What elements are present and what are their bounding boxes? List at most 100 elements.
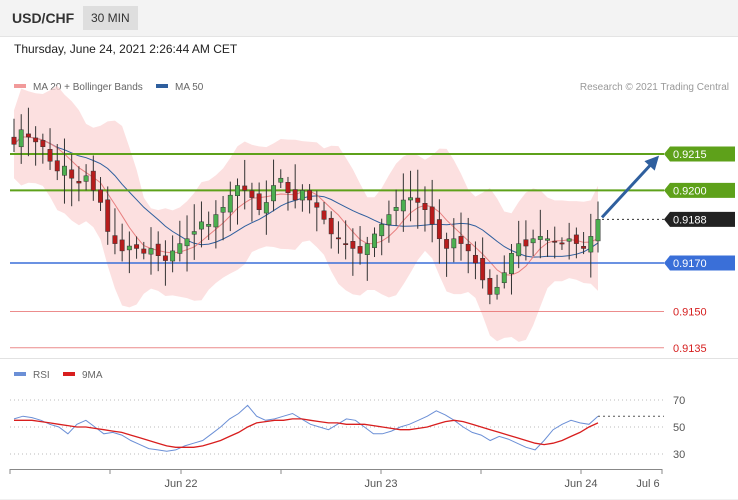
candle <box>292 164 298 209</box>
level-label-0.9215: 0.9215 <box>673 149 707 161</box>
candle <box>33 126 39 166</box>
candle <box>105 186 111 245</box>
rsi-legend-swatch <box>14 372 26 376</box>
candle <box>126 231 132 274</box>
candle <box>415 169 421 229</box>
candle <box>112 208 118 255</box>
candle <box>328 211 334 249</box>
rsi-legend-label: RSI <box>33 370 50 381</box>
candle <box>220 195 226 241</box>
candle <box>191 204 197 260</box>
forecast-arrow-shaft <box>600 158 657 219</box>
chart-datetime: Thursday, June 24, 2021 2:26:44 AM CET <box>14 42 238 56</box>
candle <box>249 182 255 222</box>
candle <box>487 269 493 305</box>
candle <box>314 190 320 232</box>
time-axis-labels: Jun 22 Jun 23 Jun 24 Jul 6 <box>9 469 663 490</box>
bollinger-band-area <box>14 85 598 342</box>
candle <box>299 184 305 212</box>
candle <box>516 220 522 269</box>
candle <box>364 236 370 281</box>
candle <box>581 232 587 255</box>
candle <box>480 237 486 289</box>
rsi-ma-legend-swatch <box>63 372 75 376</box>
candle <box>98 177 103 212</box>
candle <box>472 241 478 280</box>
candle <box>379 218 385 256</box>
candle <box>134 236 140 259</box>
rsi-tick-50: 50 <box>673 422 685 434</box>
candle <box>321 201 327 225</box>
candle <box>285 176 291 211</box>
candle <box>350 228 356 276</box>
research-credit: Research © 2021 Trading Central <box>580 82 729 93</box>
candle <box>566 222 572 260</box>
candle <box>393 189 399 226</box>
ma20-legend-label: MA 20 + Bollinger Bands <box>33 82 143 93</box>
level-tag-0.9170 <box>664 255 735 271</box>
candle <box>213 200 219 249</box>
candle <box>588 213 594 278</box>
ma50-legend-label: MA 50 <box>175 82 204 93</box>
candle <box>227 181 233 232</box>
timeframe-button[interactable]: 30 MIN <box>83 6 138 30</box>
candle <box>343 220 349 260</box>
level-label-0.9150: 0.9150 <box>673 306 707 318</box>
candle <box>559 237 565 250</box>
candle <box>170 235 176 273</box>
candle <box>357 226 363 265</box>
candle <box>436 199 442 264</box>
level-tag-0.9188 <box>664 211 735 227</box>
candle <box>429 179 435 243</box>
rsi-indicator: 70 50 30 <box>10 395 685 461</box>
candle <box>242 159 248 210</box>
candle <box>90 155 96 201</box>
candle <box>263 180 269 235</box>
time-tick-label: Jun 22 <box>164 478 197 490</box>
level-tag-0.9200 <box>664 182 735 198</box>
candle <box>235 178 240 225</box>
candle <box>25 107 31 157</box>
candle <box>386 200 392 243</box>
candlesticks <box>11 107 601 305</box>
price-levels <box>10 153 664 349</box>
candle <box>271 159 277 212</box>
candle <box>76 166 82 202</box>
candle <box>206 211 212 240</box>
candle <box>400 173 406 232</box>
candle <box>119 223 125 262</box>
candle <box>408 170 413 222</box>
candle <box>40 133 46 164</box>
candle <box>494 274 500 300</box>
chart-header: USD/CHF 30 MIN <box>0 0 738 37</box>
candle <box>155 231 161 272</box>
candle <box>552 226 558 259</box>
candle <box>162 240 168 286</box>
level-label-0.9170: 0.9170 <box>673 258 707 270</box>
time-tick-label: Jun 24 <box>564 478 597 490</box>
ma50-line <box>13 136 599 258</box>
candle <box>372 227 377 258</box>
ma50-legend-swatch <box>156 84 168 88</box>
rsi-ma-legend-label: 9MA <box>82 370 103 381</box>
candle <box>83 164 89 191</box>
bollinger-bands <box>14 85 598 342</box>
candle <box>444 232 450 277</box>
rsi-line <box>13 404 599 452</box>
candle <box>501 255 507 289</box>
candle <box>69 154 75 207</box>
candle <box>545 229 550 257</box>
candle <box>451 218 457 263</box>
candle <box>307 184 313 214</box>
time-tick-label: Jun 23 <box>364 478 397 490</box>
ma20-legend-swatch <box>14 84 26 88</box>
forecast-arrow <box>600 155 660 219</box>
candle <box>595 201 601 253</box>
currency-pair-title: USD/CHF <box>12 10 75 26</box>
candle <box>573 227 579 259</box>
candle <box>62 138 67 204</box>
level-tag-0.9215 <box>664 146 735 162</box>
time-tick-label: Jul 6 <box>636 478 659 490</box>
rsi-tick-70: 70 <box>673 395 685 407</box>
